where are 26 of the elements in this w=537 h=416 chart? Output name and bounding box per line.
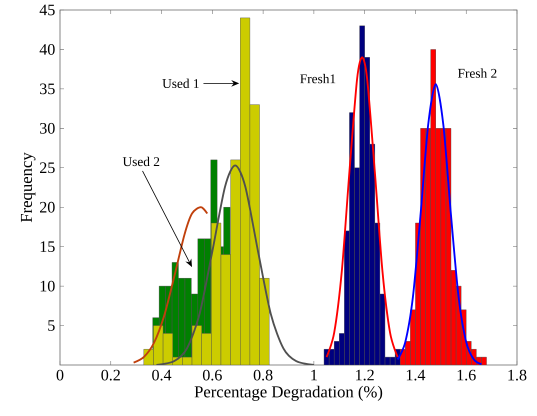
- x-tick-label: 1.8: [508, 370, 526, 381]
- y-tick-label: 5: [48, 320, 55, 331]
- y-tick-label: 30: [40, 122, 55, 134]
- x-tick-label: 1: [311, 370, 317, 380]
- series-label: Fresh 2: [458, 68, 496, 78]
- line-series: [132, 206, 208, 364]
- y-tick-label: 45: [40, 4, 55, 16]
- x-tick-label: 1.2: [356, 370, 374, 381]
- text: Used 2: [122, 156, 160, 166]
- x-tick-label: 1.4: [406, 370, 426, 380]
- y-tick-label: 40: [40, 44, 55, 55]
- x-tick-label: 0: [56, 370, 64, 380]
- y-tick-label: 10: [40, 280, 55, 292]
- x-tick-label: 0.2: [101, 370, 120, 381]
- y-tick-label: 25: [40, 162, 55, 174]
- x-tick-label: 0.8: [254, 370, 272, 381]
- x-tick-label: 0.6: [202, 370, 222, 381]
- y-tick-label: 35: [40, 84, 55, 94]
- x-tick-label: 0.4: [152, 370, 172, 381]
- y-tick-label: 20: [40, 202, 55, 213]
- text: Used 1: [162, 78, 199, 88]
- series-label: Fresh1: [300, 74, 336, 84]
- y-tick-label: 15: [40, 241, 55, 252]
- x-tick-label: 1.6: [458, 370, 476, 381]
- y-axis-title: Frequency: [20, 152, 36, 222]
- x-axis-title: Percentage Degradation (%): [194, 386, 382, 401]
